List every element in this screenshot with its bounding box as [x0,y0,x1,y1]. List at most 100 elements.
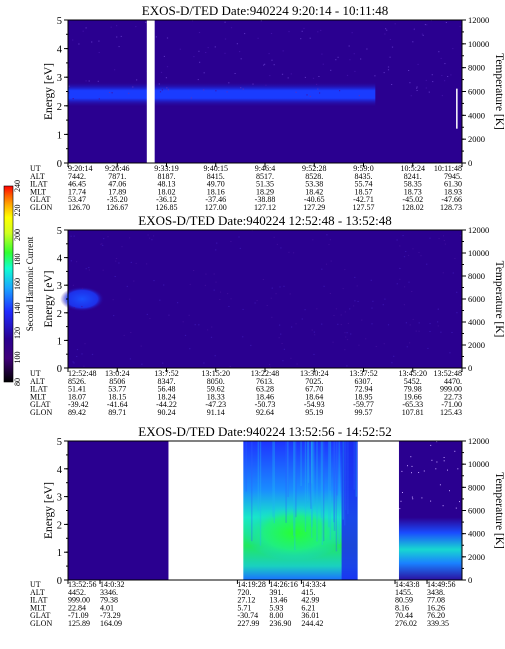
noise-pixel [213,289,215,291]
noise-pixel [214,46,216,48]
noise-pixel [167,89,169,91]
noise-pixel [438,51,440,53]
table-cell: -73.29 [100,611,121,620]
table-row-label: UT [30,369,41,378]
noise-pixel [403,256,406,258]
table-cell: -59.77 [353,400,374,409]
table-cell: -37.46 [205,195,226,204]
noise-pixel [322,63,324,65]
streak [320,441,323,518]
noise-pixel [421,33,423,35]
colorbar-tick-label: 220 [13,205,22,217]
table-cell: 53.47 [68,195,86,204]
noise-pixel [207,329,209,331]
table-row-label: ILAT [30,385,47,394]
table-cell: 18.95 [355,392,373,401]
plot-area [60,230,462,368]
table-cell: 53.77 [108,385,126,394]
noise-pixel [441,95,443,97]
table-cell: -38.88 [255,195,276,204]
noise-pixel [219,299,221,300]
table-cell: 79.38 [100,596,118,605]
table-cell: 36.01 [301,611,319,620]
noise-pixel [321,268,323,270]
noise-pixel [215,281,217,283]
table-cell: 16.26 [427,603,445,612]
y-tick-label: 4 [57,465,63,476]
noise-pixel [312,77,315,79]
table-cell: 9:26:46 [105,164,129,173]
noise-pixel [166,37,169,39]
noise-pixel [269,366,271,368]
noise-pixel [408,281,410,283]
y-tick-label: 5 [57,226,62,237]
noise-pixel [346,332,348,334]
noise-pixel [81,353,83,355]
table-cell: 92.64 [256,408,274,417]
noise-pixel [428,91,430,93]
table-cell: -47.23 [205,400,226,409]
noise-pixel [330,69,332,71]
table-cell: 18.42 [305,187,323,196]
table-cell: -71.09 [68,611,89,620]
noise-pixel [409,82,411,84]
noise-pixel [115,258,118,259]
noise-pixel [165,77,167,79]
noise-pixel [135,26,137,28]
noise-pixel [424,24,426,26]
noise-pixel [314,334,316,336]
noise-pixel [290,73,292,75]
table-cell: 8435. [355,172,373,181]
streak [342,441,344,520]
y2-tick-label: 6000 [468,87,485,97]
table-cell: 22.84 [68,603,86,612]
y2-tick-label: 0 [468,158,472,168]
table-cell: 126.67 [106,203,128,212]
table-cell: -54.93 [304,400,325,409]
noise-pixel [391,362,393,364]
table-cell: 3346. [100,588,118,597]
noise-pixel [114,69,116,71]
table-cell: 13:30:24 [300,369,328,378]
plot-area [68,441,463,580]
noise-pixel [296,363,298,365]
noise-pixel [435,468,437,470]
colorbar-tick-label: 160 [13,278,22,290]
noise-pixel [351,32,353,34]
noise-pixel [140,345,142,347]
table-cell: -35.20 [107,195,128,204]
noise-pixel [184,334,187,336]
noise-pixel [431,459,433,461]
noise-pixel [239,247,241,249]
table-cell: 7871. [108,172,126,181]
noise-pixel [409,324,411,326]
y-tick-label: 0 [57,576,62,587]
table-cell: 8.16 [395,603,409,612]
noise-pixel [254,302,256,304]
noise-pixel [97,80,99,82]
noise-pixel [228,82,230,84]
noise-pixel [384,33,386,35]
energy-band [68,81,376,108]
noise-pixel [121,246,123,248]
noise-pixel [163,55,165,57]
table-cell: 339.35 [427,619,449,628]
noise-pixel [118,46,120,48]
noise-pixel [333,315,335,316]
noise-pixel [88,80,90,82]
table-cell: 5452. [404,377,422,386]
noise-pixel [412,248,414,250]
noise-pixel [224,21,226,23]
noise-pixel [280,247,282,249]
table-cell: 391. [269,588,283,597]
noise-pixel [447,76,449,77]
noise-pixel [236,43,238,45]
noise-pixel [271,316,273,318]
streak [313,441,315,505]
streak [329,441,332,540]
noise-pixel [454,258,456,259]
table-cell: 999.00 [440,385,462,394]
noise-pixel [191,20,194,22]
noise-pixel [132,86,134,88]
table-cell: -71.00 [441,400,462,409]
